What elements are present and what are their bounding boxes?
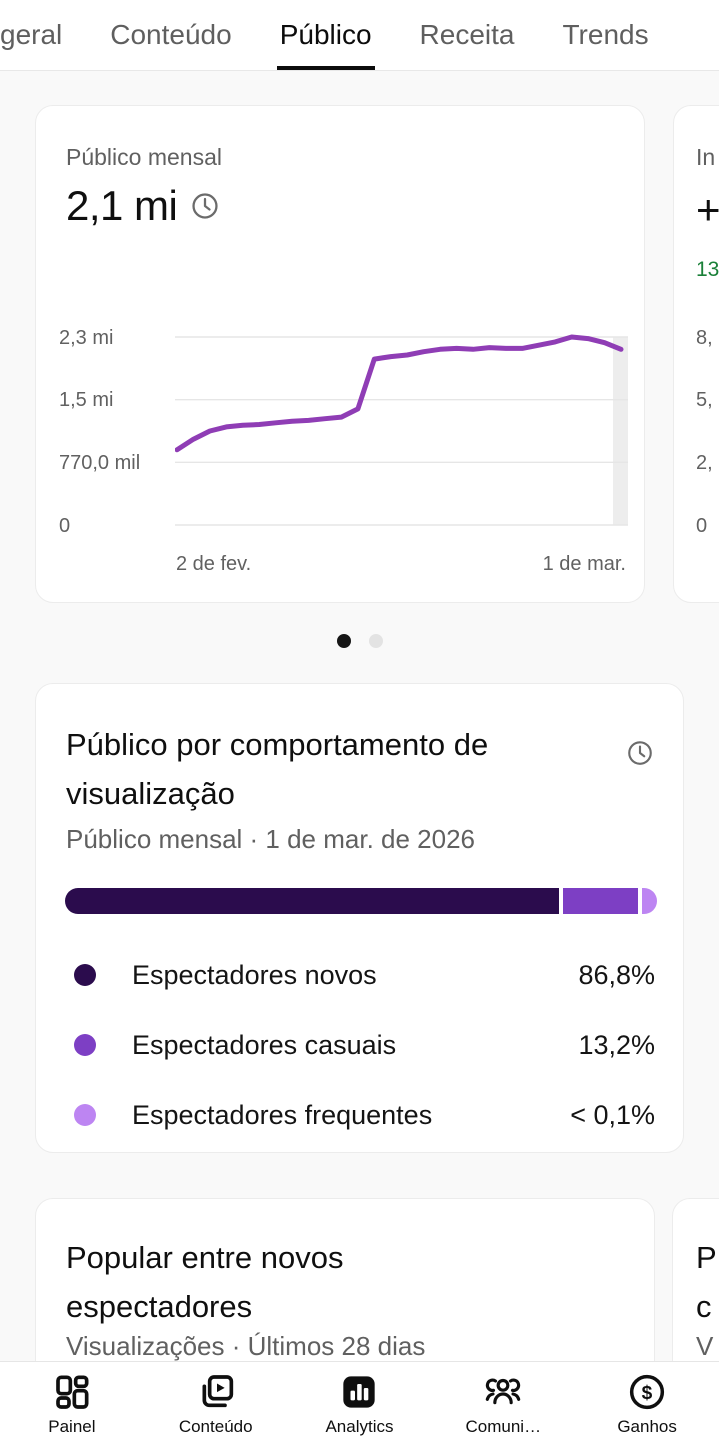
clock-icon bbox=[628, 741, 652, 765]
tab-strip: geral Conteúdo Público Receita Trends bbox=[0, 0, 719, 70]
nav-label: Conteúdo bbox=[178, 1416, 253, 1436]
tab-trends[interactable]: Trends bbox=[562, 0, 648, 70]
legend-label: Espectadores casuais bbox=[132, 1029, 397, 1060]
monthly-audience-card[interactable]: Público mensal 2,1 mi 2,3 mi 1,5 mi 770,… bbox=[35, 105, 645, 603]
metric-value: 2,1 mi bbox=[66, 182, 178, 229]
y-axis-tick: 2,3 mi bbox=[59, 327, 114, 349]
nav-label: Painel bbox=[48, 1416, 96, 1436]
tab-label: Trends bbox=[562, 19, 649, 50]
legend-value: 86,8% bbox=[578, 959, 655, 990]
card-subtitle: Público mensal · 1 de mar. de 2026 bbox=[66, 824, 476, 854]
card-subtitle: Visualizações · Últimos 28 dias bbox=[66, 1331, 426, 1361]
nav-item-painel[interactable]: Painel bbox=[0, 1362, 144, 1446]
content-icon bbox=[202, 1374, 233, 1407]
svg-text:$: $ bbox=[642, 1383, 653, 1404]
dashboard-icon bbox=[56, 1375, 89, 1409]
legend-row-frequent-viewers: Espectadores frequentes < 0,1% bbox=[66, 1080, 655, 1150]
nav-label: Analytics bbox=[325, 1416, 394, 1436]
bottom-navigation: Painel Conteúdo Analytics bbox=[0, 1361, 719, 1446]
viewing-behavior-card[interactable]: Público por comportamento de visualizaçã… bbox=[35, 683, 684, 1153]
tab-label: Conteúdo bbox=[110, 19, 232, 50]
nav-label: Ganhos bbox=[617, 1416, 677, 1436]
y-axis-tick: 5, bbox=[696, 389, 713, 411]
nav-item-ganhos[interactable]: $ Ganhos bbox=[575, 1362, 719, 1446]
carousel-dot-2[interactable] bbox=[368, 634, 383, 648]
tab-label: geral bbox=[0, 19, 63, 50]
carousel-page-indicator bbox=[0, 634, 719, 648]
analytics-tab-bar: geral Conteúdo Público Receita Trends bbox=[0, 0, 719, 71]
legend-label: Espectadores frequentes bbox=[132, 1099, 433, 1130]
clock-icon bbox=[192, 193, 218, 219]
card-title: Público por comportamento de visualizaçã… bbox=[66, 727, 489, 811]
legend-row-new-viewers: Espectadores novos 86,8% bbox=[66, 940, 655, 1010]
legend-row-casual-viewers: Espectadores casuais 13,2% bbox=[66, 1010, 655, 1080]
card-title: In bbox=[696, 144, 716, 170]
tab-conteudo[interactable]: Conteúdo bbox=[110, 0, 231, 70]
community-icon bbox=[486, 1378, 521, 1404]
card-title-fragment: P bbox=[696, 1240, 717, 1275]
tab-label: Receita bbox=[419, 19, 515, 50]
behavior-legend: Espectadores novos 86,8% Espectadores ca… bbox=[66, 940, 655, 1150]
y-axis-tick: 8, bbox=[696, 327, 713, 349]
card-subtitle-fragment: V bbox=[696, 1331, 714, 1361]
legend-dot bbox=[74, 1034, 96, 1056]
y-axis-tick: 770,0 mil bbox=[59, 452, 141, 474]
legend-dot bbox=[74, 1104, 96, 1126]
bar-segment-3 bbox=[642, 888, 657, 914]
legend-value: 13,2% bbox=[578, 1029, 655, 1060]
subscribers-card-partial[interactable]: In + 13 8, 5, 2, 0 bbox=[673, 105, 719, 603]
nav-item-comunidade[interactable]: Comuni… bbox=[431, 1362, 575, 1446]
analytics-icon bbox=[343, 1375, 376, 1408]
tab-publico[interactable]: Público bbox=[276, 0, 375, 70]
audience-line-chart bbox=[175, 334, 628, 526]
tab-visao-geral[interactable]: geral bbox=[0, 0, 62, 70]
y-axis-tick: 0 bbox=[59, 515, 71, 537]
legend-label: Espectadores novos bbox=[132, 959, 377, 990]
x-axis-end-label: 1 de mar. bbox=[542, 553, 626, 575]
metric-value: + bbox=[696, 186, 719, 233]
stacked-percentage-bar bbox=[65, 888, 657, 914]
bar-segment-2 bbox=[563, 888, 639, 914]
tab-label: Público bbox=[279, 19, 372, 50]
tab-receita[interactable]: Receita bbox=[420, 0, 515, 70]
y-axis-tick: 1,5 mi bbox=[59, 389, 114, 411]
earnings-icon: $ bbox=[629, 1374, 665, 1409]
card-title-fragment: c bbox=[696, 1289, 712, 1324]
x-axis-start-label: 2 de fev. bbox=[176, 553, 252, 575]
carousel-dot-1[interactable] bbox=[336, 634, 351, 648]
y-axis-tick: 2, bbox=[696, 452, 713, 474]
y-axis-tick: 0 bbox=[696, 515, 708, 537]
legend-value: < 0,1% bbox=[570, 1099, 655, 1130]
card-title: Popular entre novos espectadores bbox=[66, 1240, 344, 1324]
nav-item-analytics[interactable]: Analytics bbox=[288, 1362, 432, 1446]
legend-dot bbox=[74, 964, 96, 986]
metric-value-row: 2,1 mi bbox=[66, 182, 221, 230]
bar-segment-1 bbox=[65, 888, 560, 914]
nav-item-conteudo[interactable]: Conteúdo bbox=[144, 1362, 288, 1446]
nav-label: Comuni… bbox=[465, 1416, 542, 1436]
metric-delta: 13 bbox=[696, 258, 719, 281]
card-title: Público mensal bbox=[66, 144, 222, 170]
